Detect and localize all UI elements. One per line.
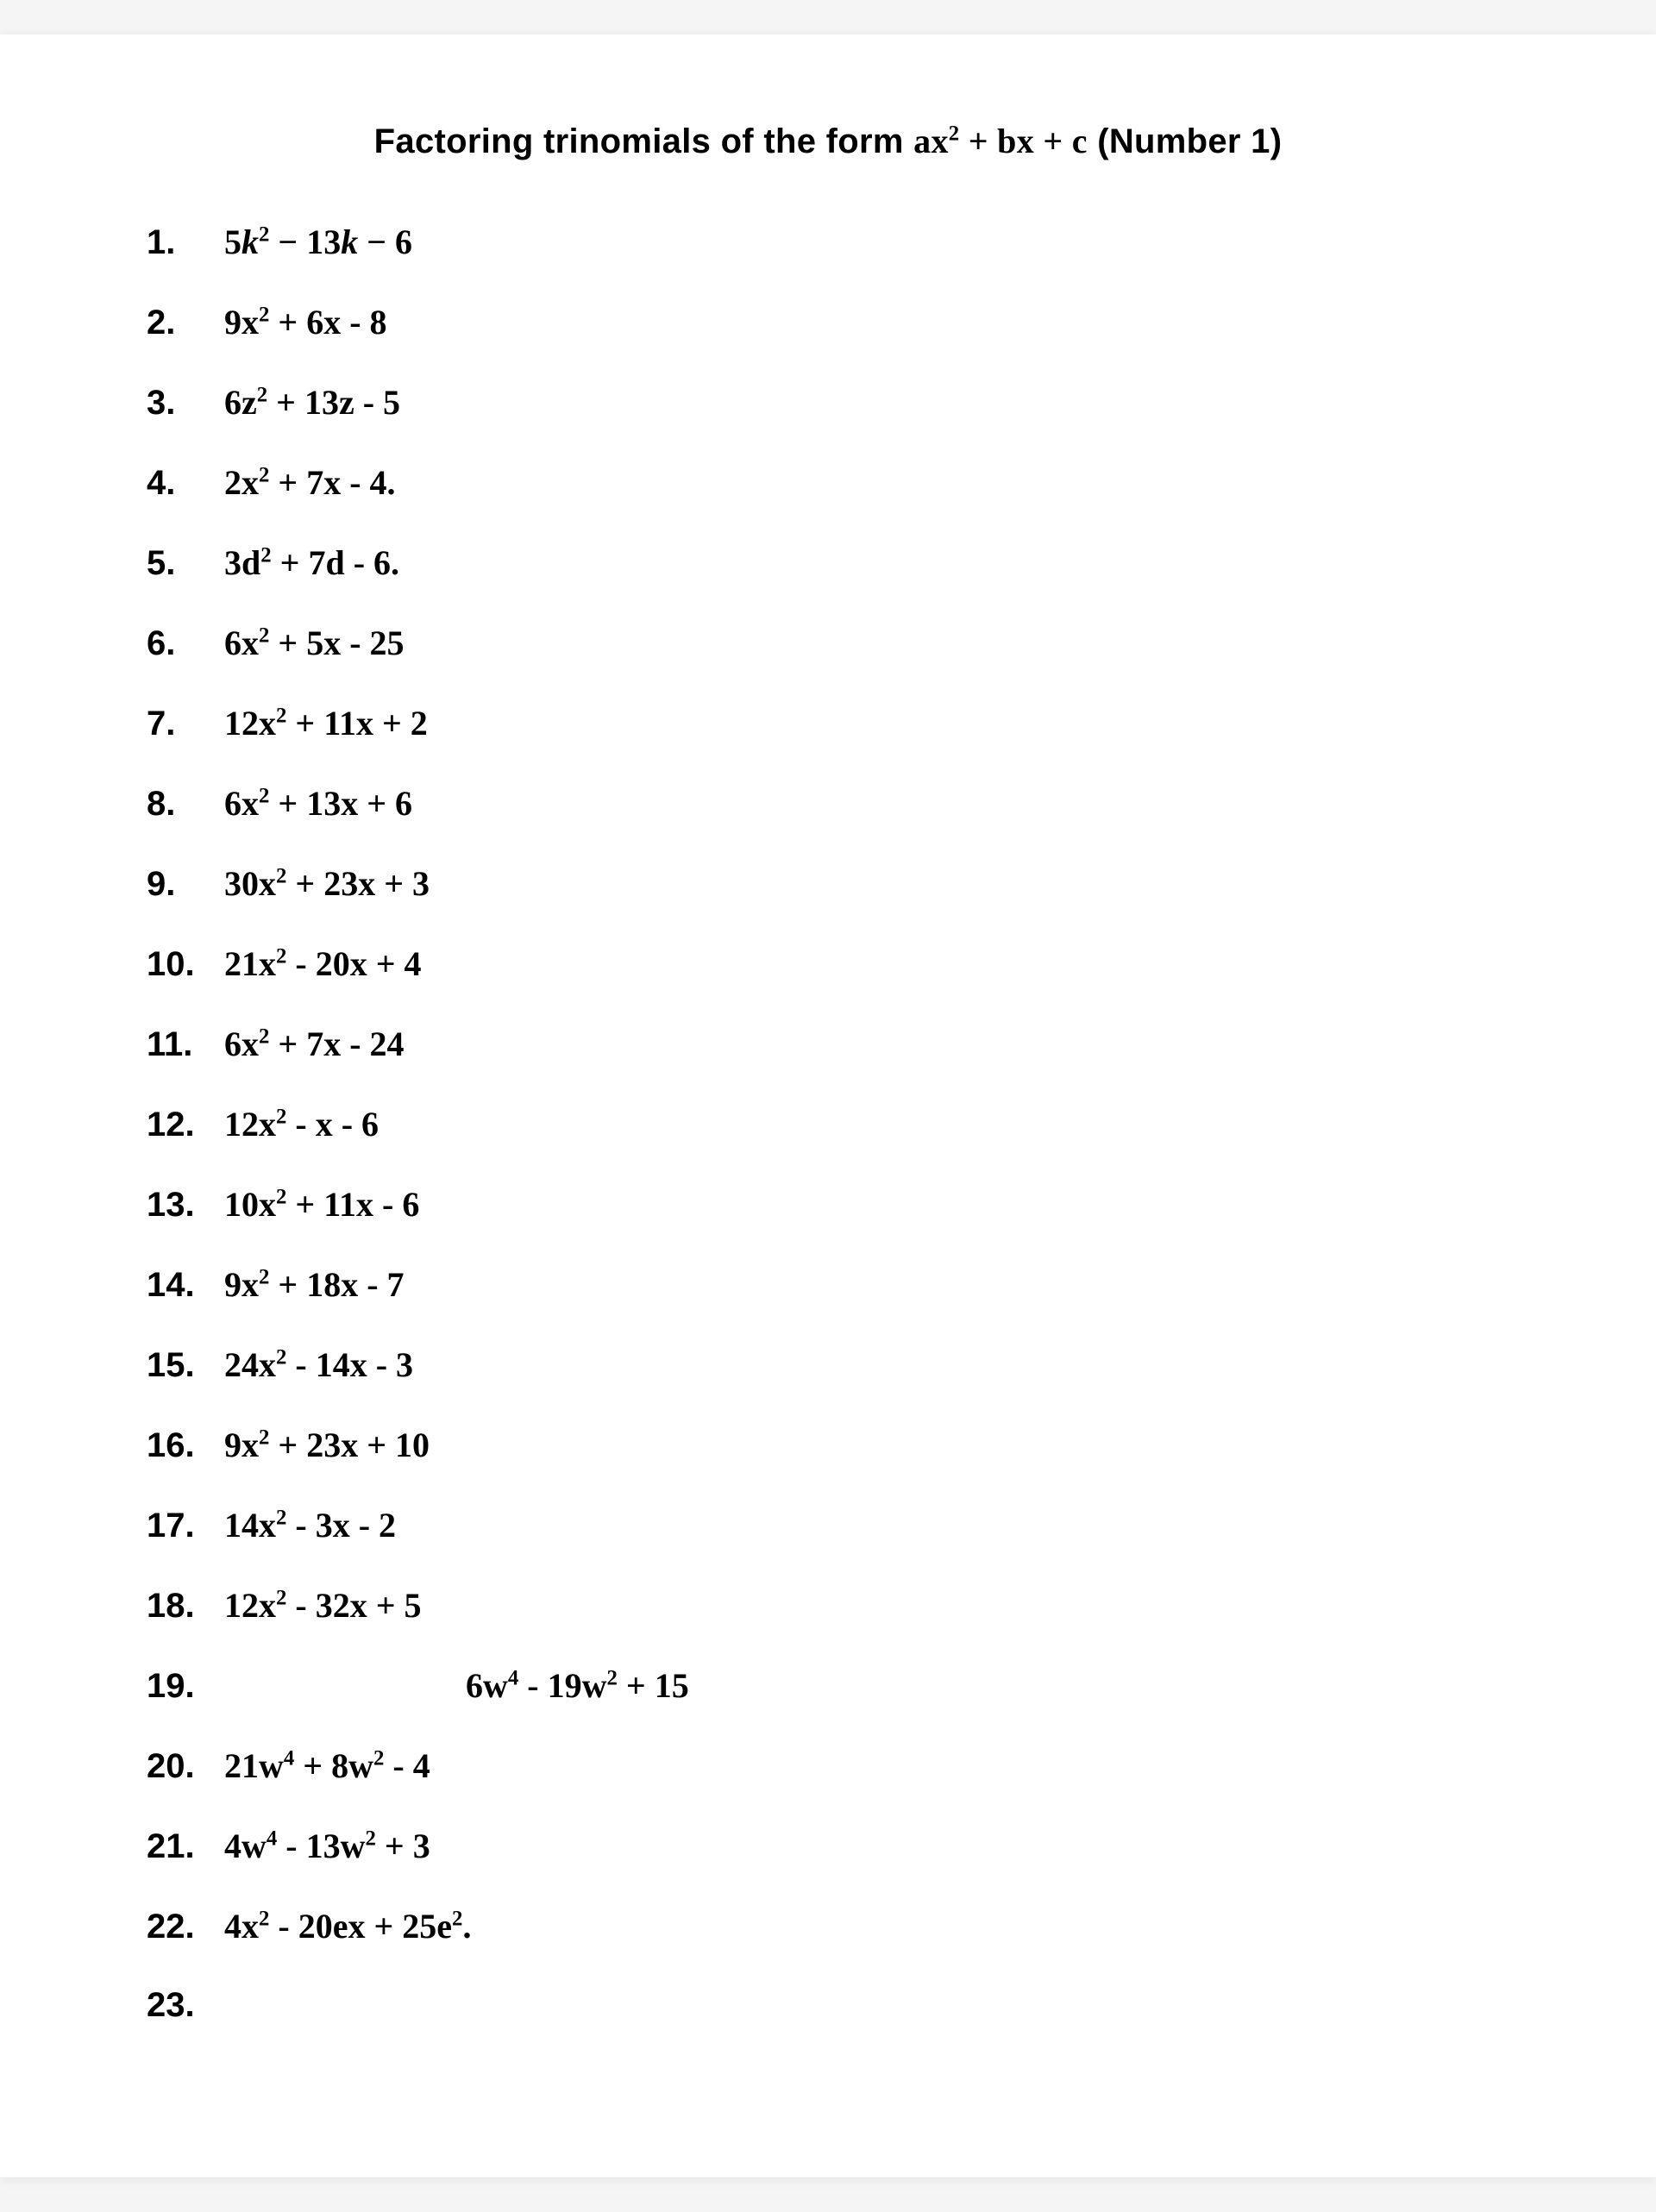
problem-expression: 9x2 + 18x - 7: [224, 1264, 405, 1305]
problem-row: 21.4w4 - 13w2 + 3: [147, 1826, 1535, 1866]
problem-row: 10.21x2 - 20x + 4: [147, 943, 1535, 984]
problem-expression: 5k2 − 13k − 6: [224, 222, 412, 262]
problem-row: 7.12x2 + 11x + 2: [147, 703, 1535, 743]
problem-number: 4.: [147, 464, 224, 503]
problem-row: 11.6x2 + 7x - 24: [147, 1024, 1535, 1064]
problem-row: 5.3d2 + 7d - 6.: [147, 542, 1535, 583]
problem-row: 22.4x2 - 20ex + 25e2.: [147, 1906, 1535, 1946]
problem-row: 18.12x2 - 32x + 5: [147, 1585, 1535, 1626]
problem-expression: 30x2 + 23x + 3: [224, 863, 430, 904]
problem-expression: 6w4 - 19w2 + 15: [224, 1665, 689, 1706]
problem-number: 18.: [147, 1587, 224, 1626]
title-suffix: (Number 1): [1088, 122, 1283, 160]
problem-number: 21.: [147, 1827, 224, 1866]
problem-number: 11.: [147, 1025, 224, 1064]
problem-row: 12.12x2 - x - 6: [147, 1104, 1535, 1144]
problem-expression: 21x2 - 20x + 4: [224, 943, 422, 984]
problem-number: 3.: [147, 384, 224, 423]
problem-expression: 12x2 - x - 6: [224, 1104, 379, 1144]
problem-row: 3.6z2 + 13z - 5: [147, 382, 1535, 423]
problem-row: 15.24x2 - 14x - 3: [147, 1344, 1535, 1385]
problem-row: 14.9x2 + 18x - 7: [147, 1264, 1535, 1305]
problem-expression: 9x2 + 6x - 8: [224, 302, 387, 342]
problem-row: 4.2x2 + 7x - 4.: [147, 462, 1535, 503]
problem-expression: 14x2 - 3x - 2: [224, 1505, 396, 1545]
problem-number: 22.: [147, 1908, 224, 1946]
problem-row: 23.: [147, 1986, 1535, 2025]
problem-row: 8.6x2 + 13x + 6: [147, 783, 1535, 824]
problem-expression: 2x2 + 7x - 4.: [224, 462, 396, 503]
problem-expression: 6z2 + 13z - 5: [224, 382, 400, 423]
problem-row: 20.21w4 + 8w2 - 4: [147, 1745, 1535, 1786]
problem-expression: 4x2 - 20ex + 25e2.: [224, 1906, 471, 1946]
problem-expression: 6x2 + 7x - 24: [224, 1024, 405, 1064]
problem-number: 10.: [147, 945, 224, 984]
problem-row: 2.9x2 + 6x - 8: [147, 302, 1535, 342]
problem-number: 15.: [147, 1346, 224, 1385]
problem-row: 16.9x2 + 23x + 10: [147, 1425, 1535, 1465]
problem-number: 17.: [147, 1507, 224, 1545]
problem-expression: 10x2 + 11x - 6: [224, 1184, 419, 1225]
problem-expression: 12x2 - 32x + 5: [224, 1585, 422, 1626]
problem-number: 5.: [147, 544, 224, 583]
problem-expression: 21w4 + 8w2 - 4: [224, 1745, 430, 1786]
problem-number: 6.: [147, 624, 224, 663]
problem-number: 19.: [147, 1667, 224, 1706]
problem-number: 2.: [147, 304, 224, 342]
problem-number: 12.: [147, 1106, 224, 1144]
title-prefix: Factoring trinomials of the form: [374, 122, 914, 160]
problem-row: 1.5k2 − 13k − 6: [147, 222, 1535, 262]
problem-row: 17.14x2 - 3x - 2: [147, 1505, 1535, 1545]
problem-number: 14.: [147, 1266, 224, 1305]
problem-expression: 24x2 - 14x - 3: [224, 1344, 413, 1385]
problem-number: 16.: [147, 1426, 224, 1465]
problem-expression: 6x2 + 13x + 6: [224, 783, 412, 824]
problem-expression: 3d2 + 7d - 6.: [224, 542, 399, 583]
worksheet-page: Factoring trinomials of the form ax2 + b…: [0, 34, 1656, 2178]
problem-row: 13.10x2 + 11x - 6: [147, 1184, 1535, 1225]
problem-list: 1.5k2 − 13k − 6 2.9x2 + 6x - 8 3.6z2 + 13z…: [121, 222, 1535, 2025]
problem-number: 9.: [147, 865, 224, 904]
problem-number: 13.: [147, 1186, 224, 1225]
problem-expression: 12x2 + 11x + 2: [224, 703, 428, 743]
problem-row: 19.6w4 - 19w2 + 15: [147, 1665, 1535, 1706]
problem-number: 1.: [147, 223, 224, 262]
problem-number: 8.: [147, 785, 224, 824]
problem-number: 20.: [147, 1747, 224, 1786]
problem-expression: 9x2 + 23x + 10: [224, 1425, 430, 1465]
problem-number: 23.: [147, 1986, 224, 2025]
problem-expression: 4w4 - 13w2 + 3: [224, 1826, 430, 1866]
problem-expression: 6x2 + 5x - 25: [224, 623, 405, 663]
title-formula: ax2 + bx + c: [913, 122, 1088, 160]
problem-row: 9.30x2 + 23x + 3: [147, 863, 1535, 904]
problem-row: 6.6x2 + 5x - 25: [147, 623, 1535, 663]
problem-number: 7.: [147, 705, 224, 743]
page-title: Factoring trinomials of the form ax2 + b…: [121, 121, 1535, 161]
